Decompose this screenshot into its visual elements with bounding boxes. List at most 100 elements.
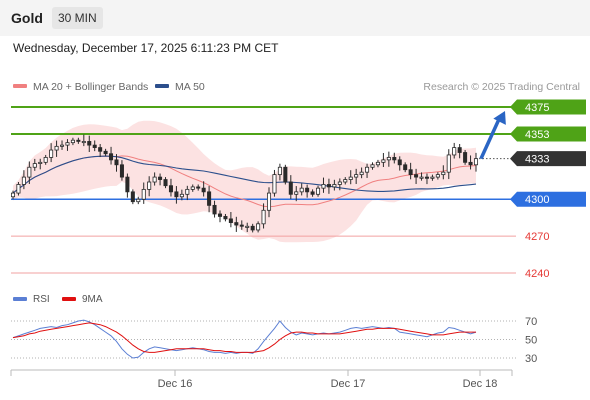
legend-swatch-ma20 xyxy=(13,84,27,88)
forecast-arrow-shaft xyxy=(479,116,502,160)
x-axis: Dec 16 Dec 17 Dec 18 xyxy=(10,369,513,390)
candle xyxy=(158,173,163,186)
candle xyxy=(21,170,26,190)
candle xyxy=(212,200,217,218)
candle xyxy=(359,167,364,179)
svg-text:4375: 4375 xyxy=(525,102,549,114)
candle xyxy=(32,158,37,171)
candle xyxy=(321,177,326,193)
candle xyxy=(136,196,141,205)
level-tag-4375: 4375 xyxy=(510,99,586,115)
svg-text:4333: 4333 xyxy=(525,154,549,166)
candle xyxy=(441,165,446,180)
candle xyxy=(326,178,331,194)
candle xyxy=(125,173,130,198)
legend-label-ma20: MA 20 + Bollinger Bands xyxy=(33,81,148,93)
candle xyxy=(10,190,16,200)
candle xyxy=(337,178,342,191)
candle xyxy=(365,163,370,178)
candle xyxy=(408,162,413,180)
candle xyxy=(457,144,462,159)
candle xyxy=(70,137,75,146)
candle xyxy=(60,140,65,150)
candle xyxy=(250,223,255,233)
candle xyxy=(294,186,299,202)
instrument-title: Gold xyxy=(11,10,43,26)
main-legend: MA 20 + Bollinger Bands MA 50 Research ©… xyxy=(13,81,580,93)
rsi-panel: 70 50 30 xyxy=(11,316,537,365)
moving-averages xyxy=(12,155,477,208)
candle xyxy=(354,168,359,184)
candle xyxy=(430,174,435,181)
candle xyxy=(386,151,391,167)
candle xyxy=(223,213,228,222)
legend-swatch-rsi xyxy=(13,297,27,301)
candle xyxy=(109,146,114,165)
candle xyxy=(87,135,92,153)
candle xyxy=(256,221,261,233)
candle xyxy=(185,185,190,201)
candle xyxy=(261,203,266,229)
candle xyxy=(468,155,473,170)
legend-label-9ma: 9MA xyxy=(82,294,103,305)
candle xyxy=(414,168,419,184)
candle xyxy=(245,222,250,233)
candle xyxy=(277,163,282,181)
candle xyxy=(141,182,146,204)
candle xyxy=(103,148,108,157)
candle xyxy=(196,184,201,191)
svg-text:4300: 4300 xyxy=(525,194,549,206)
candle xyxy=(27,161,32,184)
candle xyxy=(348,170,353,185)
level-label-4240: 4240 xyxy=(525,268,549,280)
candle xyxy=(49,143,54,163)
rsi-tick-50: 50 xyxy=(525,335,537,347)
candle xyxy=(288,175,293,199)
candle xyxy=(163,177,168,189)
level-label-4270: 4270 xyxy=(525,231,549,243)
ma50-line xyxy=(12,155,477,194)
candle xyxy=(38,158,43,170)
candle xyxy=(239,220,244,230)
candle xyxy=(179,189,184,201)
interval-selector[interactable]: 30 MIN xyxy=(52,7,103,29)
timestamp: Wednesday, December 17, 2025 6:11:23 PM … xyxy=(13,41,279,55)
candle xyxy=(174,186,179,204)
candle xyxy=(92,140,97,152)
forecast-arrow-head xyxy=(493,111,506,125)
rsi-tick-70: 70 xyxy=(525,316,537,328)
rsi-ma-line xyxy=(12,322,476,353)
candle xyxy=(375,159,380,168)
rsi-tick-30: 30 xyxy=(525,353,537,365)
legend-swatch-9ma xyxy=(62,297,76,301)
candle xyxy=(332,179,337,191)
candle xyxy=(130,189,135,205)
candle xyxy=(463,150,468,165)
candle xyxy=(370,162,375,170)
candle xyxy=(119,160,124,181)
candle xyxy=(201,181,206,197)
candle xyxy=(168,178,173,197)
legend-label-rsi: RSI xyxy=(33,294,50,305)
candle xyxy=(272,169,277,197)
candle xyxy=(16,182,21,196)
candle xyxy=(381,152,386,168)
bollinger-bands xyxy=(13,120,476,243)
candle xyxy=(207,186,212,213)
candle xyxy=(419,172,424,181)
legend-label-ma50: MA 50 xyxy=(175,81,205,93)
svg-text:4353: 4353 xyxy=(525,129,549,141)
candle xyxy=(217,210,223,223)
x-label-dec18: Dec 18 xyxy=(463,378,498,390)
candle xyxy=(81,134,86,147)
candle xyxy=(305,184,310,198)
candle xyxy=(424,173,429,185)
candle xyxy=(190,184,195,192)
candle xyxy=(98,144,103,158)
candles xyxy=(10,134,479,233)
level-tag-4300: 4300 xyxy=(510,191,586,207)
candle xyxy=(228,212,233,228)
level-labels: 4375 4353 4333 4300 4270 4240 xyxy=(510,99,586,280)
